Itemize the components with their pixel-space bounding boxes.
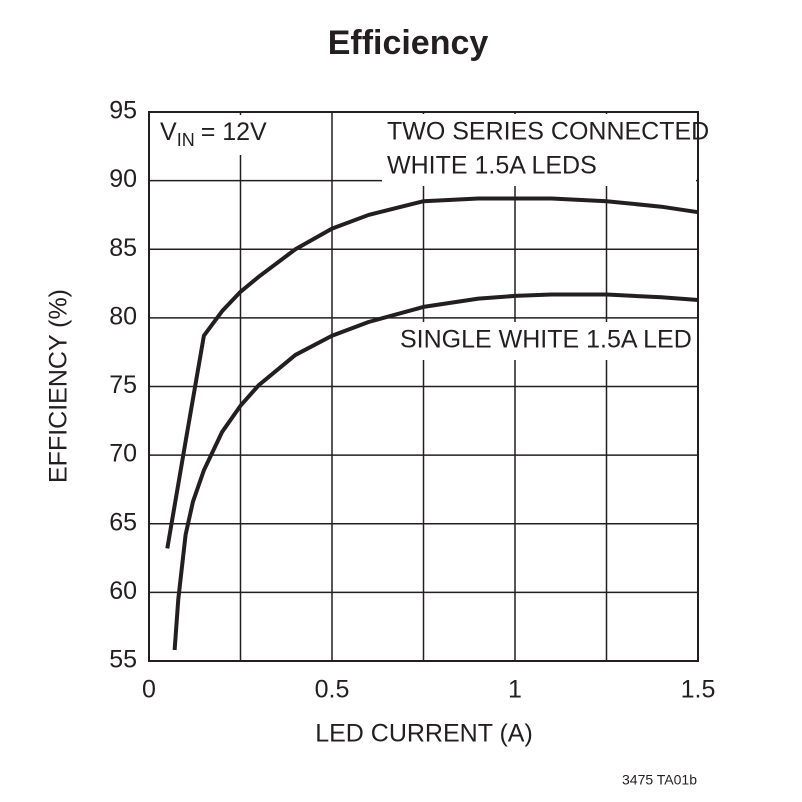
series-line — [172, 292, 699, 651]
y-tick-label: 85 — [109, 234, 137, 262]
label-background — [394, 322, 696, 360]
footnote: 3475 TA01b — [622, 772, 697, 788]
x-tick-label: 0.5 — [315, 676, 350, 704]
chart-title: Efficiency — [328, 24, 489, 62]
y-tick-label: 65 — [109, 508, 137, 536]
condition-label: VIN = 12V — [160, 118, 267, 150]
x-tick-label: 1 — [508, 676, 522, 704]
y-tick-label: 75 — [109, 371, 137, 399]
y-tick-label: 90 — [109, 165, 137, 193]
y-tick-label: 60 — [109, 577, 137, 605]
series-label: SINGLE WHITE 1.5A LED — [400, 326, 692, 354]
y-tick-label: 95 — [109, 97, 137, 125]
y-tick-label: 80 — [109, 302, 137, 330]
y-tick-label: 70 — [109, 440, 137, 468]
y-axis-label: EFFICIENCY (%) — [45, 289, 73, 483]
condition-value: = 12V — [201, 118, 267, 146]
x-tick-label: 0 — [142, 676, 156, 704]
plot-frame — [148, 111, 699, 662]
y-tick-label: 55 — [109, 646, 137, 674]
x-axis-label: LED CURRENT (A) — [315, 720, 533, 748]
condition-symbol: V — [160, 118, 177, 146]
series-label: TWO SERIES CONNECTED — [387, 118, 709, 146]
condition-subscript: IN — [177, 130, 195, 150]
label-background — [152, 115, 277, 155]
series-line — [165, 196, 699, 549]
x-tick-label: 1.5 — [681, 676, 716, 704]
series-label: WHITE 1.5A LEDS — [387, 152, 597, 180]
label-background — [382, 114, 696, 186]
